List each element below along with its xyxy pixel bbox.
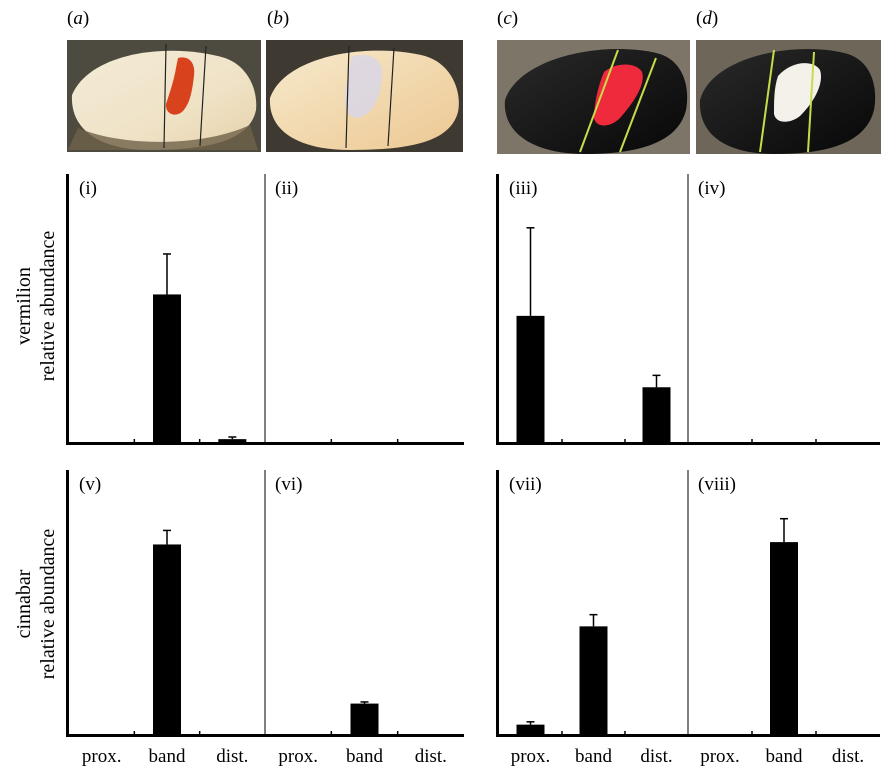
wing-photo-d xyxy=(696,40,881,154)
bar-iii-dist. xyxy=(642,387,671,442)
panel-label-vii: (vii) xyxy=(509,474,542,495)
x-label-dist: dist. xyxy=(216,746,248,767)
panel-label-iv: (iv) xyxy=(698,178,725,199)
y-axis xyxy=(66,174,69,444)
band-b xyxy=(345,54,383,118)
row-label-vermilion-sub: relative abundance xyxy=(37,231,59,382)
x-label-band: band xyxy=(766,746,803,767)
y-axis xyxy=(496,174,499,444)
bar-vii-band xyxy=(579,626,608,734)
panel-label-vi: (vi) xyxy=(275,474,302,495)
bar-i-dist. xyxy=(218,439,247,442)
charts: (i) (ii) (iii) (iv) (v) (vi) (vii) (viii) xyxy=(66,174,880,737)
bar-iii-prox. xyxy=(516,315,545,442)
x-axis xyxy=(496,734,880,737)
panel-label-ii: (ii) xyxy=(275,178,298,199)
x-label-prox: prox. xyxy=(511,746,551,767)
x-label-dist: dist. xyxy=(640,746,672,767)
band-d xyxy=(774,63,822,122)
panel-label-viii: (viii) xyxy=(698,474,736,495)
row-label-cinnabar: cinnabar xyxy=(13,569,35,638)
x-category-labels: prox. band dist. prox. band dist. prox. band dis… xyxy=(82,746,864,767)
x-label-prox: prox. xyxy=(700,746,740,767)
panel-letter-a: (a) xyxy=(67,8,89,29)
row-label-vermilion: vermilion xyxy=(13,267,35,345)
x-label-dist: dist. xyxy=(832,746,864,767)
x-axis xyxy=(496,442,880,445)
x-axis xyxy=(66,734,464,737)
y-axis xyxy=(66,470,69,736)
panel-letter-b: (b) xyxy=(267,8,289,29)
bar-viii-band xyxy=(770,542,798,734)
bar-vii-prox. xyxy=(516,724,545,734)
wing-photo-b xyxy=(266,40,463,152)
band-a xyxy=(165,57,195,115)
bar-i-band xyxy=(153,294,181,442)
panel-label-iii: (iii) xyxy=(509,178,538,199)
panel-label-i: (i) xyxy=(79,178,97,199)
wing-photo-a xyxy=(67,40,261,152)
x-label-band: band xyxy=(575,746,612,767)
x-label-prox: prox. xyxy=(82,746,122,767)
x-axis xyxy=(66,442,464,445)
bar-v-band xyxy=(153,544,181,734)
wing-photo-c xyxy=(497,40,690,154)
panel-letter-d: (d) xyxy=(696,8,718,29)
y-axis xyxy=(496,470,499,736)
x-label-band: band xyxy=(149,746,186,767)
x-label-dist: dist. xyxy=(415,746,447,767)
x-label-prox: prox. xyxy=(278,746,318,767)
x-label-band: band xyxy=(346,746,383,767)
bar-vi-band xyxy=(350,703,379,734)
panel-letter-c: (c) xyxy=(497,8,518,29)
panel-label-v: (v) xyxy=(79,474,101,495)
row-label-cinnabar-sub: relative abundance xyxy=(37,529,59,680)
